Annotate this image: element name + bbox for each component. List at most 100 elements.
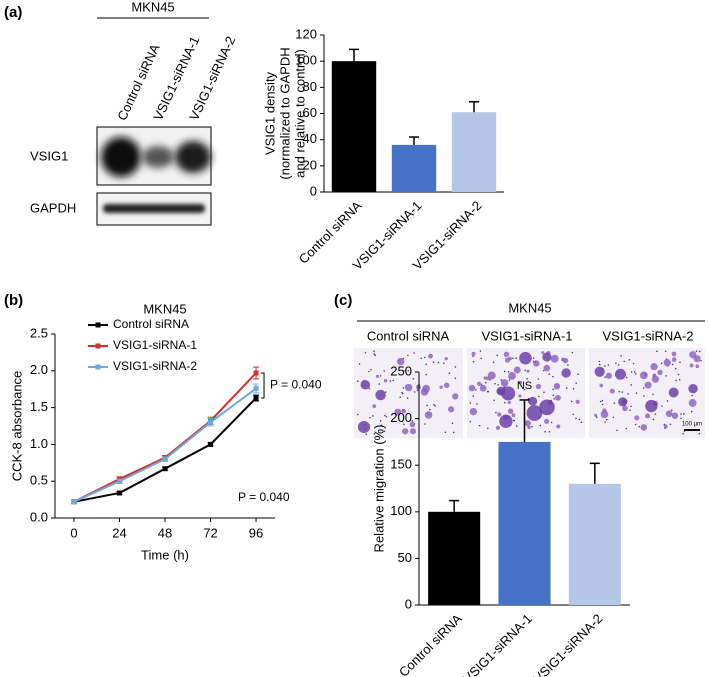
- cell-dot: [700, 359, 702, 362]
- cell: [495, 425, 501, 430]
- cell-dot: [426, 404, 428, 407]
- cell-dot: [627, 393, 629, 395]
- cell-dot: [578, 418, 581, 421]
- cell: [695, 364, 700, 369]
- cell-dot: [503, 370, 506, 373]
- y-tick-label: 60: [303, 105, 317, 120]
- x-tick-label: Control siRNA: [396, 611, 465, 677]
- cell-dot: [539, 424, 542, 427]
- cell-dot: [469, 402, 472, 404]
- cell: [476, 381, 482, 387]
- marker: [208, 419, 214, 425]
- marker: [253, 385, 259, 391]
- cell: [671, 351, 677, 357]
- cell-cluster: [526, 405, 543, 421]
- cell-dot: [548, 430, 551, 433]
- cell: [644, 381, 652, 389]
- cell-dot: [508, 379, 511, 381]
- cell-dot: [384, 414, 386, 417]
- cell-dot: [580, 421, 583, 424]
- cell-dot: [384, 391, 387, 393]
- y-tick-label: 100: [390, 503, 412, 518]
- cell-dot: [423, 356, 426, 359]
- panel-label: (b): [4, 292, 23, 309]
- y-axis-label: CCK-8 absorbance: [9, 371, 24, 482]
- micrographs: [354, 348, 705, 438]
- cell-dot: [629, 409, 631, 411]
- y-tick-label: 200: [390, 410, 412, 425]
- cell: [527, 425, 531, 430]
- cell-dot: [678, 378, 681, 381]
- cell-dot: [524, 369, 526, 372]
- cell-cluster: [360, 380, 371, 390]
- cell-dot: [379, 419, 382, 422]
- legend-label: Control siRNA: [113, 317, 189, 331]
- cell-dot: [661, 405, 663, 407]
- cell-dot: [401, 391, 403, 394]
- cell-dot: [577, 373, 579, 375]
- cell-dot: [683, 412, 685, 415]
- cell-cluster: [614, 368, 626, 380]
- cell-dot: [680, 413, 682, 415]
- cell-dot: [500, 379, 503, 381]
- cell-dot: [698, 432, 701, 435]
- cell: [634, 415, 640, 421]
- cell: [544, 418, 550, 424]
- cell-dot: [660, 362, 663, 365]
- cell-dot: [365, 433, 368, 436]
- y-axis-label: Relative migration (%): [371, 425, 386, 553]
- cell-dot: [476, 403, 478, 405]
- x-tick-label: VSIG1-siRNA-2: [530, 611, 605, 677]
- cell-dot: [552, 388, 554, 391]
- cell-dot: [420, 357, 423, 360]
- cell-dot: [543, 391, 545, 394]
- y-tick-label: 100: [295, 53, 317, 68]
- condition-label: VSIG1-siRNA-2: [602, 328, 693, 343]
- cell: [372, 404, 377, 409]
- annotation: P = 0.040: [270, 378, 322, 392]
- cell-dot: [618, 390, 621, 393]
- cell-dot: [379, 375, 382, 377]
- cell-dot: [665, 375, 667, 377]
- cell-dot: [601, 399, 604, 402]
- cell-dot: [654, 413, 657, 415]
- cell-cluster: [594, 366, 605, 377]
- marker: [162, 456, 168, 462]
- y-axis-label: VSIG1 density: [262, 71, 277, 155]
- bar: [498, 441, 551, 605]
- cell: [554, 394, 561, 401]
- cell-dot: [607, 364, 610, 366]
- cell-dot: [380, 424, 383, 427]
- cell-dot: [497, 383, 499, 386]
- legend-marker: [95, 343, 101, 349]
- protein-label: VSIG1: [30, 148, 68, 163]
- cell-dot: [392, 379, 395, 382]
- cell-dot: [599, 400, 602, 403]
- cell-dot: [425, 363, 428, 366]
- cell: [560, 357, 565, 362]
- cell-dot: [664, 350, 667, 353]
- cell-dot: [537, 378, 540, 380]
- cell-dot: [669, 423, 672, 426]
- cell: [443, 382, 450, 388]
- cell-dot: [674, 367, 677, 370]
- panel-label: (a): [4, 4, 22, 21]
- cell-dot: [604, 421, 606, 423]
- chart-title: MKN45: [143, 301, 186, 316]
- cell-dot: [469, 420, 472, 423]
- cell-dot: [604, 365, 606, 367]
- cell-dot: [443, 362, 445, 365]
- cell-dot: [454, 377, 457, 380]
- cell: [409, 421, 416, 428]
- cell-dot: [695, 350, 698, 352]
- cell-dot: [399, 396, 401, 399]
- cell: [483, 376, 487, 380]
- marker: [253, 370, 259, 376]
- cell-dot: [487, 427, 489, 430]
- series-line: [73, 387, 257, 503]
- scale-label: 100 µm: [682, 422, 702, 428]
- x-tick-label: VSIG1-siRNA-1: [460, 611, 535, 677]
- y-tick-label: 80: [303, 79, 317, 94]
- cell-dot: [454, 366, 457, 368]
